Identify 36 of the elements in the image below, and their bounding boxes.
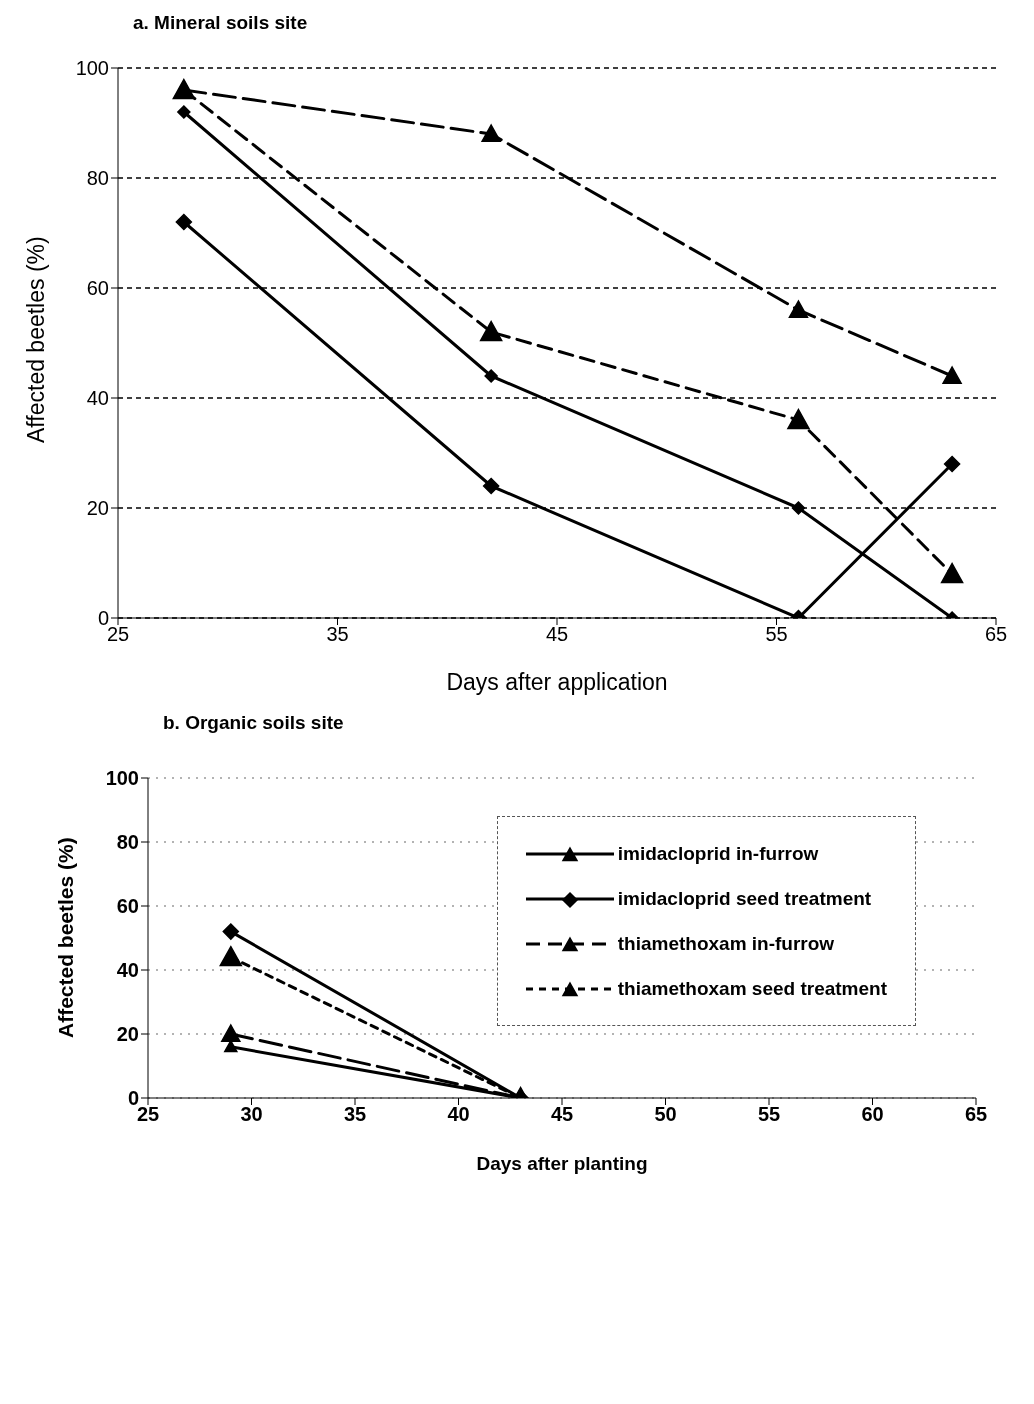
chart-title: b. Organic soils site [163,712,344,734]
x-tick-label: 25 [136,1103,160,1126]
x-tick-label: 65 [984,623,1008,646]
y-tick-label: 0 [97,607,109,630]
x-tick-label: 65 [964,1103,988,1126]
x-axis-title: Days after application [446,669,668,695]
x-axis-title: Days after planting [476,1153,648,1174]
chart-title: a. Mineral soils site [133,12,308,34]
x-tick-label: 40 [447,1103,470,1126]
x-tick-label: 25 [106,623,130,646]
y-tick-label: 60 [116,895,139,918]
x-tick-label: 35 [343,1103,367,1126]
y-axis-title: Affected beetles (%) [23,236,50,443]
y-tick-label: 0 [127,1087,139,1110]
x-tick-label: 50 [654,1103,677,1126]
y-tick-label: 40 [86,387,109,410]
y-tick-label: 80 [86,167,109,190]
x-tick-label: 45 [550,1103,574,1126]
x-tick-label: 30 [240,1103,263,1126]
y-tick-label: 20 [86,497,109,520]
x-tick-label: 35 [326,623,349,646]
x-tick-label: 55 [757,1103,781,1126]
y-tick-label: 60 [86,277,109,300]
legend-label: imidacloprid in-furrow [617,842,819,865]
legend-label: thiamethoxam seed treatment [617,977,887,1000]
x-tick-label: 45 [545,623,569,646]
legend-label: thiamethoxam in-furrow [617,932,835,955]
y-tick-label: 40 [116,959,139,982]
legend-label: imidacloprid seed treatment [617,887,872,910]
y-tick-label: 80 [116,831,139,854]
y-tick-label: 100 [75,57,109,80]
y-tick-label: 100 [105,767,139,790]
y-tick-label: 20 [116,1023,139,1046]
x-tick-label: 55 [765,623,788,646]
y-axis-title: Affected beetles (%) [54,837,78,1038]
x-tick-label: 60 [861,1103,884,1126]
